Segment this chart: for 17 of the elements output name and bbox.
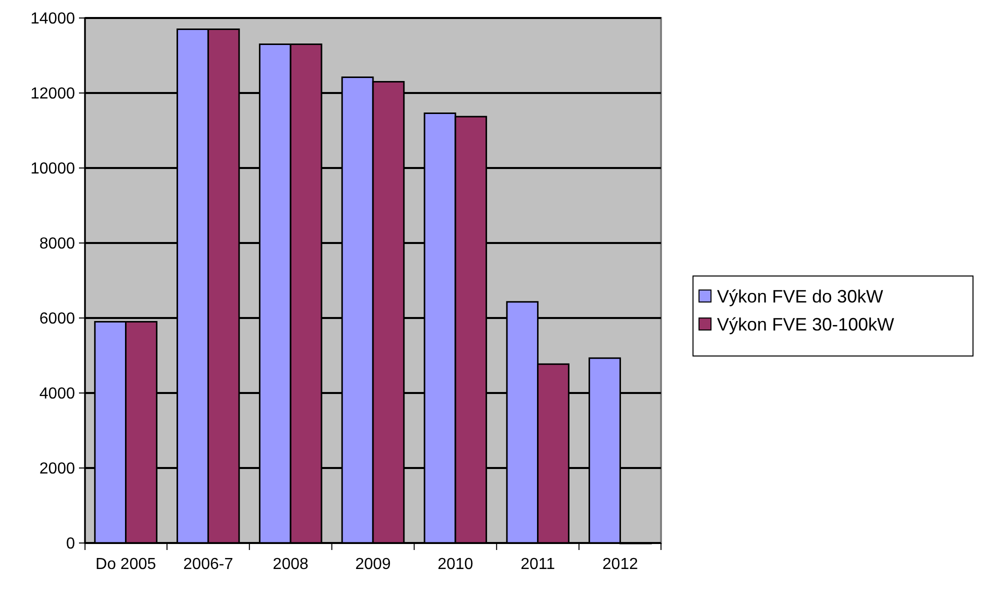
y-tick-label: 10000 [30,160,76,178]
x-tick-label: 2012 [602,556,638,573]
legend-label: Výkon FVE 30-100kW [717,314,894,334]
x-tick-label: 2006-7 [183,556,234,573]
y-tick-label: 4000 [39,386,76,403]
x-tick-label: Do 2005 [96,556,156,573]
x-tick-label: 2009 [355,556,391,573]
x-tick-label: 2011 [520,556,556,573]
x-tick-label: 2010 [438,556,474,573]
y-tick-label: 6000 [39,310,76,328]
legend-label: Výkon FVE do 30kW [717,286,884,306]
y-tick-label: 14000 [30,10,76,28]
y-tick-label: 2000 [39,460,76,478]
y-tick-label: 8000 [39,236,76,253]
x-tick-label: 2008 [272,556,308,573]
y-tick-label: 0 [66,536,76,553]
y-tick-label: 12000 [30,86,76,103]
